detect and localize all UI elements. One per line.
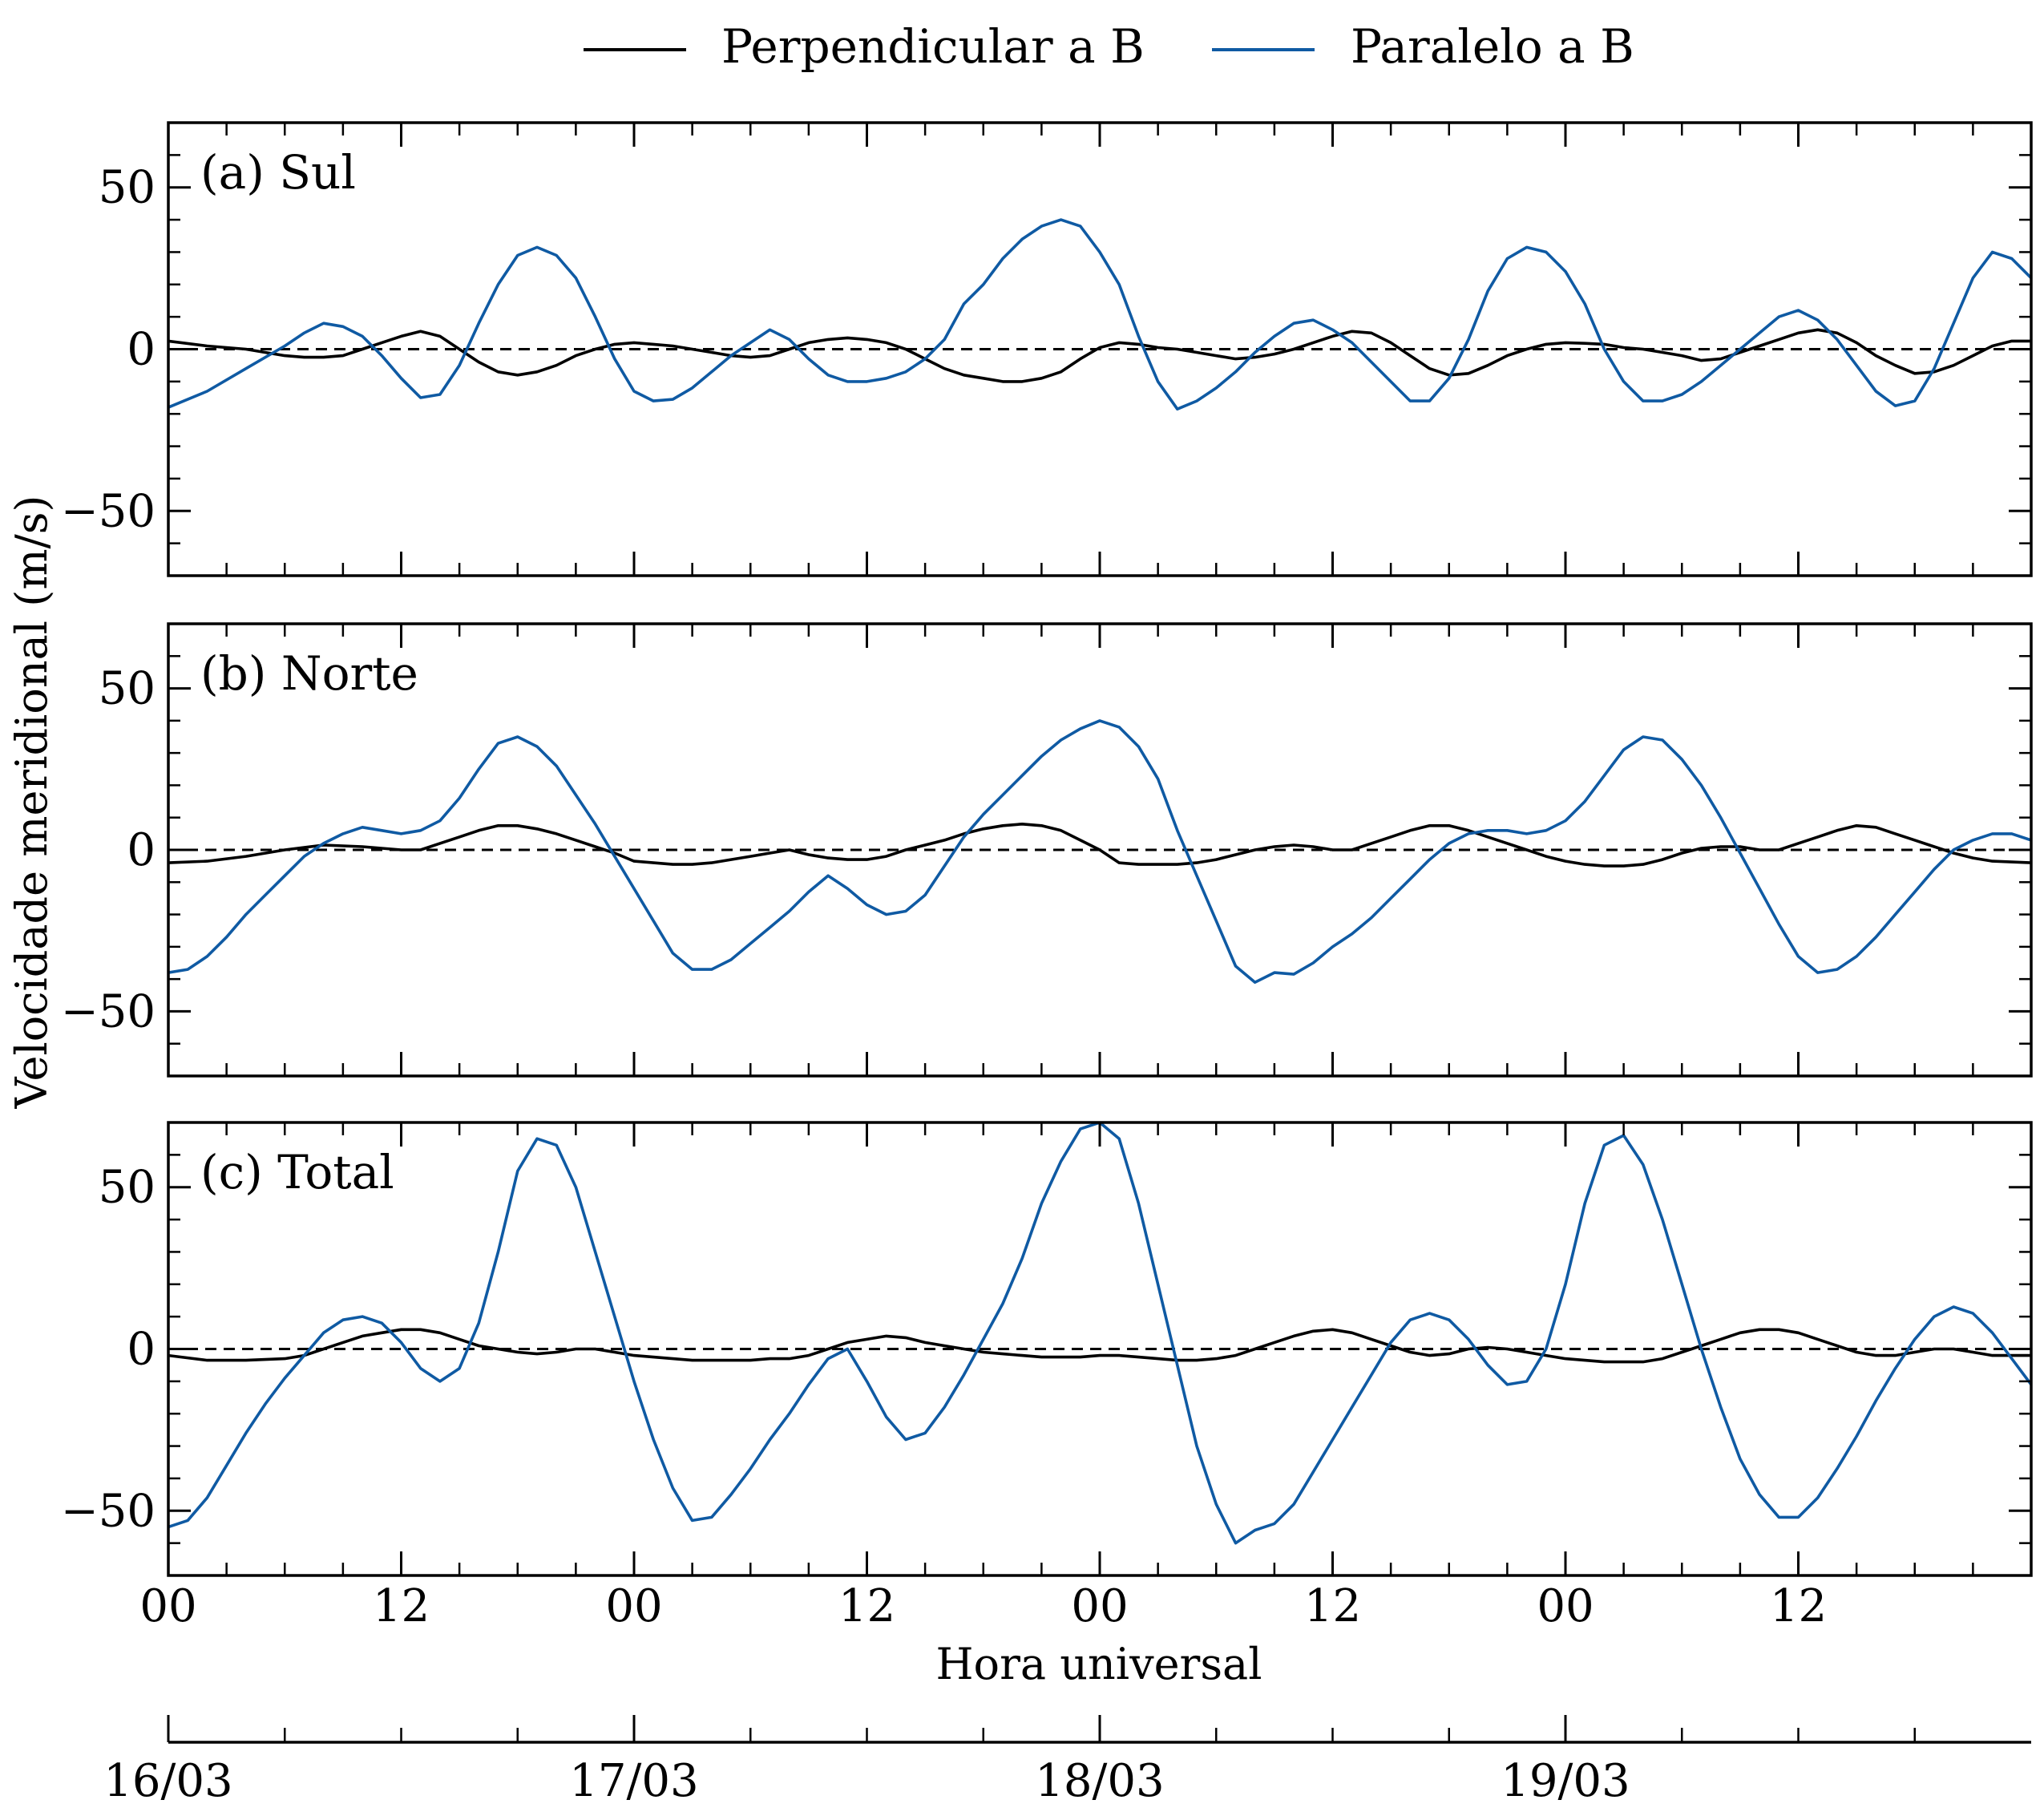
panel-2: −50 0 50 (c) Total <box>61 1121 2033 1577</box>
panel-1: −50 0 50 (b) Norte <box>61 622 2033 1078</box>
panel-label: (a) Sul <box>200 145 356 200</box>
x-tick-label: 00 <box>605 1580 662 1632</box>
series-line-paralelo <box>168 1122 2031 1545</box>
y-tick-label: −50 <box>61 1485 156 1537</box>
x-tick-label: 00 <box>1537 1580 1594 1632</box>
series-line-perpendicular <box>168 1328 2031 1364</box>
x-tick-label: 12 <box>1304 1580 1361 1632</box>
date-tick-label: 17/03 <box>569 1755 698 1807</box>
y-axis-label: Velocidade meridional (m/s) <box>6 495 57 1110</box>
date-tick-label: 18/03 <box>1035 1755 1164 1807</box>
y-tick-label: −50 <box>61 985 156 1037</box>
panel-label: (b) Norte <box>200 646 418 701</box>
series-line-perpendicular <box>168 328 2031 383</box>
legend-label-perpendicular: Perpendicular a B <box>721 19 1145 74</box>
y-tick-label: 0 <box>127 1324 156 1376</box>
x-tick-label: 12 <box>838 1580 895 1632</box>
x-tick-label: 00 <box>139 1580 196 1632</box>
y-tick-label: 0 <box>127 824 156 876</box>
y-tick-label: 0 <box>127 324 156 376</box>
x-tick-label: 12 <box>373 1580 430 1632</box>
legend-label-paralelo: Paralelo a B <box>1351 19 1634 74</box>
panels: −50 0 50 (a) Sul −50 0 50 (b) Norte −50 0 50 (c) To… <box>61 121 2033 1632</box>
legend: Perpendicular a B Paralelo a B <box>584 19 1634 74</box>
series-line-paralelo <box>168 218 2031 411</box>
series-line-perpendicular <box>168 823 2031 868</box>
series-line-paralelo <box>168 719 2031 984</box>
panel-0: −50 0 50 (a) Sul <box>61 121 2033 577</box>
date-tick-label: 19/03 <box>1501 1755 1630 1807</box>
y-tick-label: 50 <box>99 663 156 715</box>
x-tick-label: 12 <box>1770 1580 1827 1632</box>
y-tick-label: 50 <box>99 162 156 214</box>
y-tick-label: 50 <box>99 1162 156 1214</box>
x-tick-label: 00 <box>1071 1580 1128 1632</box>
x-axis-label: Hora universal <box>935 1639 1262 1689</box>
panel-label: (c) Total <box>200 1145 394 1199</box>
date-axis: 16/03 17/03 18/03 19/03 <box>103 1715 2031 1807</box>
date-tick-label: 16/03 <box>103 1755 232 1807</box>
y-tick-label: −50 <box>61 485 156 537</box>
